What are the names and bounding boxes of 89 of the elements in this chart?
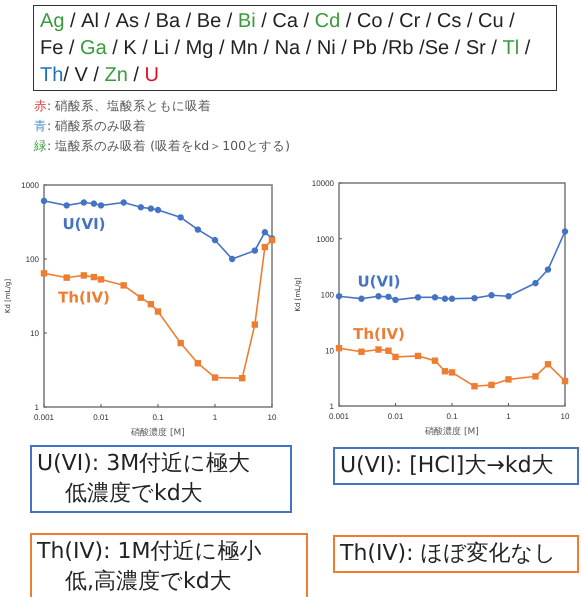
- text: 緑: 塩酸系のみ吸着 (吸着をkd＞100とする): [34, 138, 290, 153]
- category-label: U: [144, 64, 159, 86]
- category-label: V: [74, 64, 88, 86]
- category-label: Ca: [272, 10, 298, 32]
- category-label: /: [490, 37, 498, 59]
- y-tick-label: 100: [26, 255, 40, 264]
- category-label: Ni: [316, 37, 336, 59]
- category-label: Sr: [466, 37, 486, 59]
- category-label: Cu: [478, 10, 504, 32]
- category-label: /: [63, 64, 70, 86]
- category-label: Cr: [399, 10, 420, 32]
- category-label: /: [226, 10, 234, 32]
- x-tick-label: 1: [212, 413, 218, 422]
- category-label: /: [466, 10, 474, 32]
- category-label: Pb: [352, 37, 377, 59]
- category-label: Bi: [238, 10, 256, 32]
- x-tick-label: 0.1: [446, 412, 458, 421]
- text: 青: 硝酸系のみ吸着: [34, 118, 146, 133]
- category-label: /: [387, 10, 395, 32]
- category-label: /: [340, 37, 348, 59]
- y-tick-label: 1000: [21, 181, 40, 190]
- category-label: /: [260, 10, 268, 32]
- category-label: Ga: [80, 37, 107, 59]
- category-label: /: [302, 10, 310, 32]
- text: Th(IV): ほぼ変化なし: [340, 540, 558, 568]
- series-label: U(VI): [357, 272, 401, 290]
- category-label: Mn: [230, 37, 258, 59]
- category-label: /: [381, 37, 388, 59]
- x-tick-label: 0.01: [93, 413, 110, 422]
- category-label: Zn: [104, 64, 128, 86]
- category-label: /: [92, 64, 100, 86]
- y-tick-label: 1: [34, 403, 40, 412]
- category-label: /: [418, 37, 425, 59]
- text: U(VI): [HCl]大→kd大: [340, 452, 555, 480]
- category-label: Cd: [314, 10, 340, 32]
- category-label: /: [218, 37, 226, 59]
- y-tick-label: 10000: [312, 179, 335, 188]
- category-label: /: [524, 37, 532, 59]
- category-label: /: [132, 64, 140, 86]
- category-label: /: [103, 10, 112, 32]
- category-label: /: [184, 10, 192, 32]
- category-label: Rb: [388, 37, 414, 59]
- category-label: /: [68, 37, 76, 59]
- x-axis-title: 硝酸濃度 [M]: [424, 426, 479, 437]
- x-tick-label: 0.001: [34, 413, 55, 422]
- y-tick-label: 10: [30, 329, 40, 338]
- category-label: Ba: [156, 10, 180, 32]
- series-label: U(VI): [62, 214, 106, 233]
- category-label: Cs: [436, 10, 462, 32]
- category-label: Fe: [40, 37, 64, 59]
- category-label: Ag: [40, 10, 64, 32]
- category-label: Th: [40, 64, 64, 86]
- category-label: As: [116, 10, 139, 32]
- x-axis-title: 硝酸濃度 [M]: [130, 427, 185, 438]
- category-label: Se: [424, 37, 450, 59]
- x-tick-label: 10: [560, 412, 570, 421]
- category-label: /: [454, 37, 462, 59]
- category-label: /: [141, 37, 149, 59]
- text: U(VI): 3M付近に極大低濃度でkd大: [37, 450, 252, 508]
- category-label: Li: [153, 37, 169, 59]
- y-tick-label: 1000: [316, 234, 335, 244]
- category-label: Be: [196, 10, 222, 32]
- x-tick-label: 0.01: [388, 412, 404, 421]
- category-label: /: [111, 37, 119, 59]
- category-label: Tl: [502, 37, 520, 59]
- category-label: /: [344, 10, 352, 32]
- text: 赤: 硝酸系、塩酸系ともに吸着: [34, 98, 212, 113]
- y-tick-label: 1: [330, 402, 335, 411]
- category-label: Mg: [186, 37, 214, 59]
- category-label: /: [424, 10, 432, 32]
- category-label: /: [69, 10, 77, 32]
- category-label: /: [144, 10, 152, 32]
- x-tick-label: 0.1: [152, 413, 164, 422]
- x-tick-label: 10: [268, 413, 277, 422]
- category-label: K: [123, 37, 137, 59]
- y-tick-label: 10: [325, 346, 335, 356]
- category-label: /: [304, 37, 312, 59]
- category-label: /: [262, 37, 270, 59]
- x-tick-label: 0.001: [328, 412, 350, 421]
- category-label: Na: [274, 37, 300, 59]
- series-label: Th(IV): [58, 288, 110, 306]
- x-tick-label: 1: [506, 412, 512, 421]
- category-label: Co: [356, 10, 382, 32]
- series-label: Th(IV): [353, 325, 405, 344]
- y-tick-label: 100: [320, 290, 335, 300]
- category-label: /: [508, 10, 516, 32]
- text: Th(IV): 1M付近に極小低,高濃度でkd大: [37, 538, 262, 596]
- category-label: Al: [81, 10, 99, 32]
- category-label: /: [174, 37, 182, 59]
